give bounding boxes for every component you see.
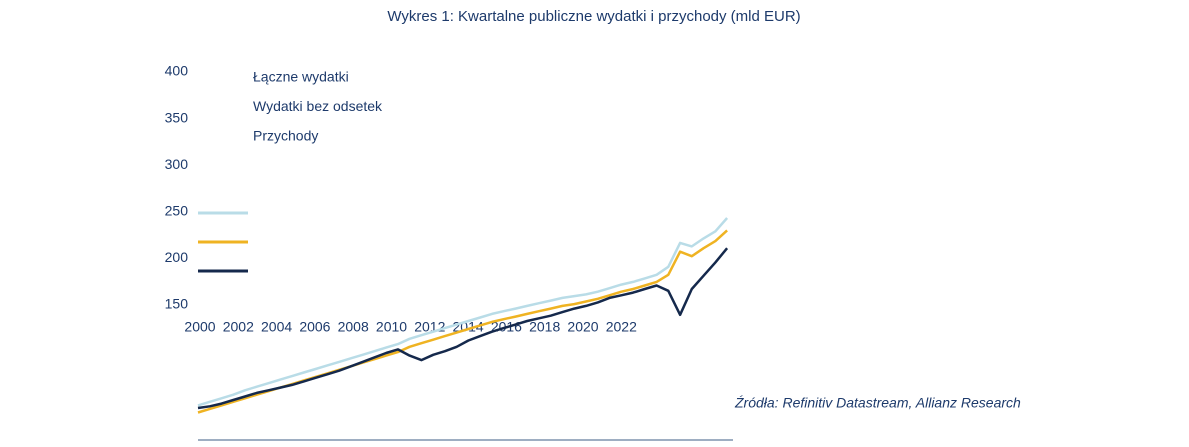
x-tick-label: 2006 [299,319,330,335]
y-tick-label: 400 [165,63,189,79]
x-tick-label: 2004 [261,319,292,335]
x-tick-label: 2018 [529,319,560,335]
y-tick-label: 200 [165,249,189,265]
y-tick-label: 300 [165,156,189,172]
y-tick-label: 350 [165,109,189,125]
legend-label: Wydatki bez odsetek [253,98,383,114]
series-line [197,247,729,410]
x-tick-label: 2020 [567,319,598,335]
x-tick-label: 2010 [376,319,407,335]
y-tick-label: 150 [165,296,189,312]
legend-label: Łączne wydatki [253,69,349,85]
y-tick-label: 250 [165,203,189,219]
source: Źródła: Refinitiv Datastream, Allianz Re… [734,395,1021,411]
x-tick-label: 2000 [184,319,215,335]
chart-title: Wykres 1: Kwartalne publiczne wydatki i … [387,8,800,25]
x-tick-label: 2022 [606,319,637,335]
legend-label: Przychody [253,128,318,144]
x-tick-label: 2008 [338,319,369,335]
series-line [197,217,729,407]
x-tick-label: 2002 [223,319,254,335]
